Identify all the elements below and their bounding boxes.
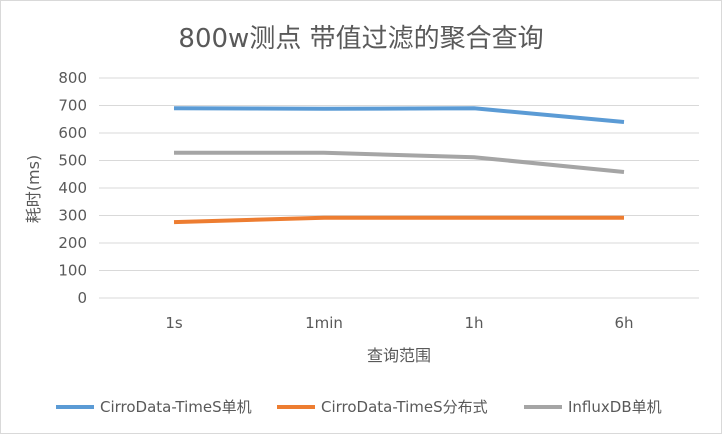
legend: CirroData-TimeS单机 CirroData-TimeS分布式 Influ… [56, 398, 662, 416]
y-tick-label: 600 [58, 124, 87, 142]
y-tick-label: 700 [58, 97, 87, 115]
x-axis-title: 查询范围 [367, 346, 431, 365]
gridlines [99, 77, 699, 299]
legend-label: CirroData-TimeS单机 [100, 398, 252, 416]
legend-label: CirroData-TimeS分布式 [321, 398, 488, 416]
y-tick-label: 500 [58, 152, 87, 170]
y-tick-label: 200 [58, 234, 87, 252]
x-axis-ticks: 1s 1min 1h 6h [165, 314, 633, 332]
x-tick-label: 1s [165, 314, 183, 332]
y-tick-label: 800 [58, 69, 87, 87]
x-tick-label: 1min [305, 314, 343, 332]
y-tick-label: 300 [58, 207, 87, 225]
y-tick-label: 100 [58, 262, 87, 280]
series-line-1 [173, 215, 624, 225]
series-line-0 [173, 106, 625, 124]
y-tick-label: 0 [77, 289, 87, 307]
chart-title: 800w测点 带值过滤的聚合查询 [178, 24, 543, 54]
x-tick-label: 6h [614, 314, 633, 332]
y-tick-label: 400 [58, 179, 87, 197]
x-tick-label: 1h [464, 314, 483, 332]
series-line-2 [174, 150, 625, 175]
y-axis-title: 耗时(ms) [24, 155, 43, 223]
legend-label: InfluxDB单机 [568, 398, 662, 416]
y-axis-ticks: 0 100 200 300 400 500 600 700 800 [58, 69, 87, 307]
series-lines [173, 106, 625, 225]
